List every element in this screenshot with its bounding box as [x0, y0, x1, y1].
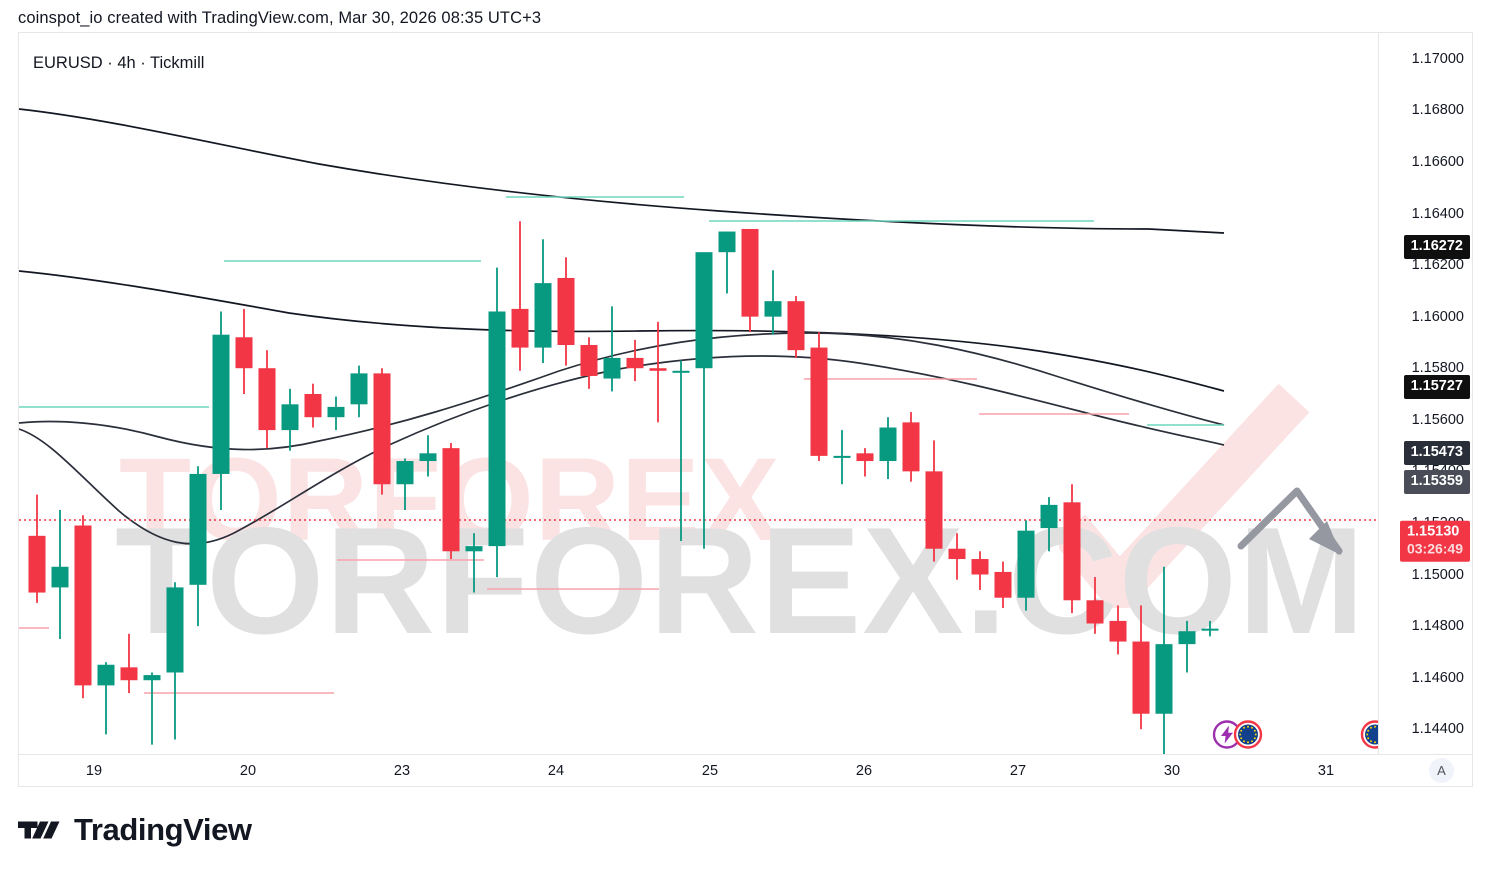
price-tick: 1.14600 [1411, 669, 1464, 686]
price-tick: 1.16600 [1411, 153, 1464, 170]
price-tick: 1.15800 [1411, 360, 1464, 377]
price-tick: 1.16000 [1411, 308, 1464, 325]
price-tick: 1.14800 [1411, 618, 1464, 635]
time-tick: 26 [855, 763, 873, 779]
candlestick-series [28, 221, 1219, 755]
tradingview-brand-name: TradingView [74, 812, 252, 847]
ma-long-badge: 1.16272 [1403, 234, 1470, 259]
event-eu-flag-icon[interactable] [1233, 720, 1263, 755]
time-tick: 30 [1163, 763, 1181, 779]
price-tick: 1.16200 [1411, 257, 1464, 274]
auto-scale-button[interactable]: A [1429, 758, 1454, 783]
time-tick: 31 [1317, 763, 1335, 779]
event-eu-flag-icon-2[interactable] [1360, 720, 1380, 755]
price-tick: 1.17000 [1411, 50, 1464, 67]
chart-frame[interactable]: EURUSD · 4h · Tickmill TORFOREX TORFOREX… [18, 32, 1473, 787]
last-price-badge: 1.15130 03:26:49 [1399, 520, 1470, 562]
price-tick: 1.14400 [1411, 721, 1464, 738]
ma-mid-badge: 1.15727 [1403, 374, 1470, 400]
chart-legend[interactable]: EURUSD · 4h · Tickmill [33, 54, 205, 72]
ma-fast-badge: 1.15359 [1403, 469, 1470, 494]
time-tick: 19 [85, 763, 103, 779]
tradingview-logo-icon [18, 821, 60, 839]
time-tick: 24 [547, 763, 565, 779]
price-tick: 1.15600 [1411, 411, 1464, 428]
ma-short-badge: 1.15473 [1403, 440, 1470, 465]
tradingview-footer: TradingView [18, 812, 252, 848]
price-tick: 1.16400 [1411, 205, 1464, 222]
time-tick: 25 [701, 763, 719, 779]
time-tick: 23 [393, 763, 411, 779]
price-tick: 1.16800 [1411, 102, 1464, 119]
economic-events-layer [19, 33, 1380, 755]
price-scale[interactable]: 1.17000 1.16800 1.16600 1.16400 1.16200 1.160… [1378, 33, 1472, 755]
attribution-text: coinspot_io created with TradingView.com… [18, 9, 542, 27]
price-tick: 1.15000 [1411, 566, 1464, 583]
time-tick: 20 [239, 763, 257, 779]
time-tick: 27 [1009, 763, 1027, 779]
countdown-text: 03:26:49 [1406, 540, 1463, 557]
chart-plot-area[interactable]: TORFOREX TORFOREX.COM [19, 33, 1380, 755]
indicator-lines-layer [19, 108, 1380, 694]
time-scale[interactable]: A 19 20 23 24 25 26 27 30 31 [19, 754, 1472, 786]
